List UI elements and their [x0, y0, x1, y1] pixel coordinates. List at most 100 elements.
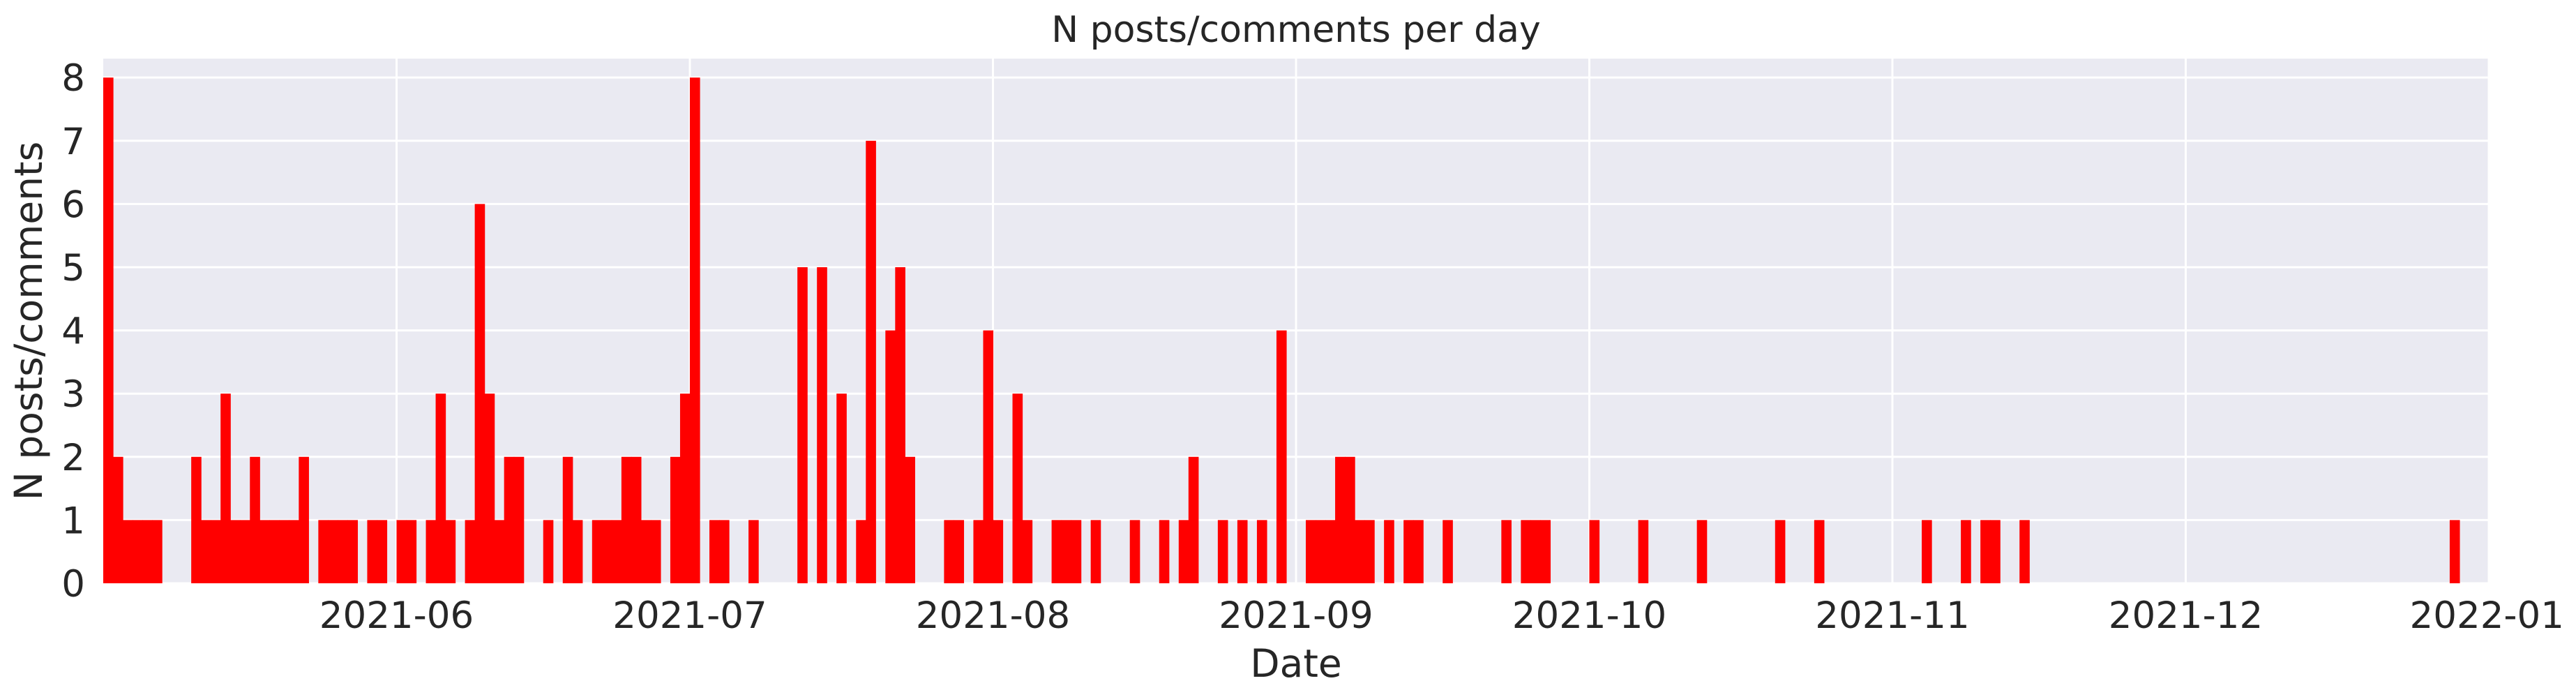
bar: [338, 520, 349, 583]
bar: [504, 456, 515, 583]
bar: [1413, 520, 1424, 583]
bar: [1355, 520, 1365, 583]
y-tick-label: 1: [61, 500, 85, 542]
bar: [474, 204, 485, 584]
bar: [133, 520, 143, 583]
bar: [230, 520, 241, 583]
bar: [817, 267, 827, 583]
bar: [640, 520, 651, 583]
bar: [592, 520, 603, 583]
bar: [269, 520, 280, 583]
bar: [1521, 520, 1531, 583]
x-tick-label: 2021-06: [319, 594, 474, 637]
bar: [318, 520, 329, 583]
bar: [650, 520, 661, 583]
bar: [1071, 520, 1082, 583]
bar: [543, 520, 554, 583]
bar: [465, 520, 476, 583]
bar: [601, 520, 612, 583]
bar: [679, 394, 691, 583]
bar: [748, 520, 759, 583]
bar: [895, 267, 905, 583]
bar: [973, 520, 984, 583]
bar: [1325, 520, 1336, 583]
bar: [631, 456, 642, 583]
bar: [1775, 520, 1786, 583]
bar: [425, 520, 437, 583]
y-tick-labels: 0 1 2 3 4 5 6 7 8: [61, 57, 85, 606]
bar: [211, 520, 221, 583]
bar: [866, 140, 876, 583]
bar: [1061, 520, 1072, 583]
bar: [142, 520, 153, 583]
bar: [1501, 520, 1512, 583]
bar: [1814, 520, 1825, 583]
bar: [1364, 520, 1375, 583]
bar: [1345, 456, 1355, 583]
bar: [367, 520, 378, 583]
bar: [396, 520, 407, 583]
y-tick-label: 3: [61, 373, 85, 416]
y-tick-label: 5: [61, 247, 85, 290]
bar: [797, 267, 808, 583]
bar: [103, 77, 114, 583]
bar: [240, 520, 250, 583]
bar: [1178, 520, 1189, 583]
chart-title: N posts/comments per day: [1051, 9, 1541, 51]
bar: [954, 520, 965, 583]
bar: [113, 456, 123, 583]
bar: [562, 456, 573, 583]
x-tick-label: 2021-09: [1219, 594, 1373, 637]
bar: [1530, 520, 1542, 583]
bar: [152, 520, 163, 583]
bar: [993, 520, 1004, 583]
bar: [670, 456, 681, 583]
y-tick-label: 6: [61, 183, 85, 226]
x-tick-label: 2021-11: [1815, 594, 1969, 637]
y-tick-label: 7: [61, 121, 85, 163]
bar: [983, 330, 994, 583]
bar: [2449, 520, 2460, 583]
bar: [689, 77, 700, 583]
bar: [484, 394, 495, 583]
bar: [250, 456, 260, 583]
bar: [1276, 330, 1287, 583]
bar: [944, 520, 955, 583]
x-tick-label: 2022-01: [2410, 594, 2564, 637]
bar: [719, 520, 730, 583]
bar: [1217, 520, 1228, 583]
bar: [621, 456, 632, 583]
bar: [1384, 520, 1394, 583]
bar: [1443, 520, 1453, 583]
bar: [1022, 520, 1033, 583]
bar: [1696, 520, 1708, 583]
bar: [406, 520, 417, 583]
bar: [123, 520, 133, 583]
bar: [572, 520, 583, 583]
bar: [328, 520, 338, 583]
bar: [259, 520, 270, 583]
bar: [611, 520, 622, 583]
bar: [1540, 520, 1551, 583]
bar: [2019, 520, 2030, 583]
bar: [1159, 520, 1170, 583]
bar: [1051, 520, 1062, 583]
y-tick-label: 2: [61, 437, 85, 479]
bar: [289, 520, 299, 583]
bar: [445, 520, 456, 583]
bar: [836, 394, 847, 583]
x-tick-labels: 2021-06 2021-07 2021-08 2021-09 2021-10 2021-…: [319, 594, 2564, 637]
bar: [201, 520, 211, 583]
bar: [1403, 520, 1414, 583]
x-tick-label: 2021-12: [2109, 594, 2263, 637]
x-axis-label: Date: [1250, 641, 1341, 686]
bar: [1961, 520, 1971, 583]
bar: [1990, 520, 2001, 583]
bar: [513, 456, 525, 583]
bar: [1980, 520, 1991, 583]
bar: [1256, 520, 1267, 583]
y-tick-label: 8: [61, 57, 85, 100]
bar: [191, 456, 202, 583]
bar: [885, 330, 896, 583]
